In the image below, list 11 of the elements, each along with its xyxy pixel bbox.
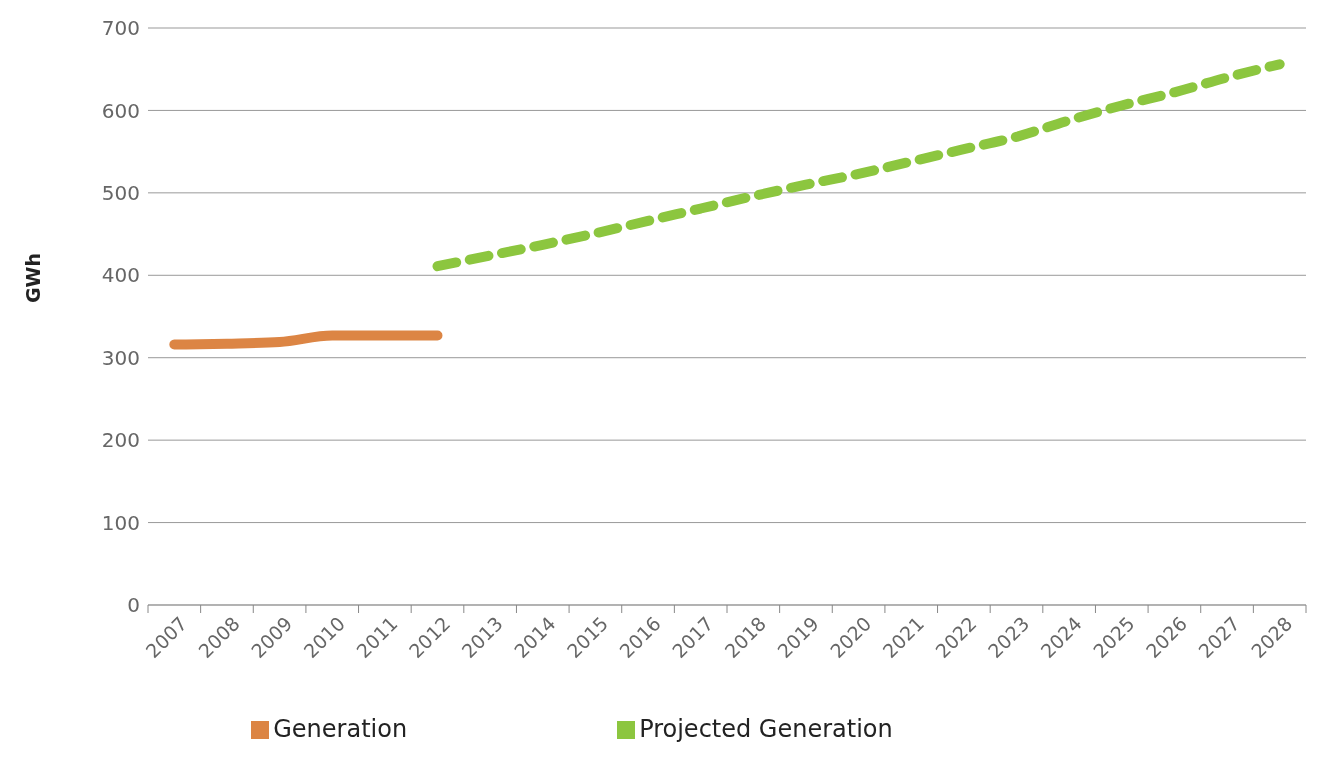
y-tick-label: 0	[127, 593, 140, 618]
y-tick-label: 700	[101, 16, 140, 41]
y-axis-title: GWh	[22, 252, 44, 304]
legend-label: Generation	[273, 715, 408, 743]
y-tick-label: 300	[101, 345, 140, 370]
y-tick-label: 100	[101, 510, 140, 535]
y-tick-label: 500	[101, 180, 140, 205]
legend-label: Projected Generation	[639, 715, 893, 743]
y-tick-label: 600	[101, 98, 140, 123]
y-tick-label: 200	[101, 428, 140, 453]
y-tick-label: 400	[101, 263, 140, 288]
